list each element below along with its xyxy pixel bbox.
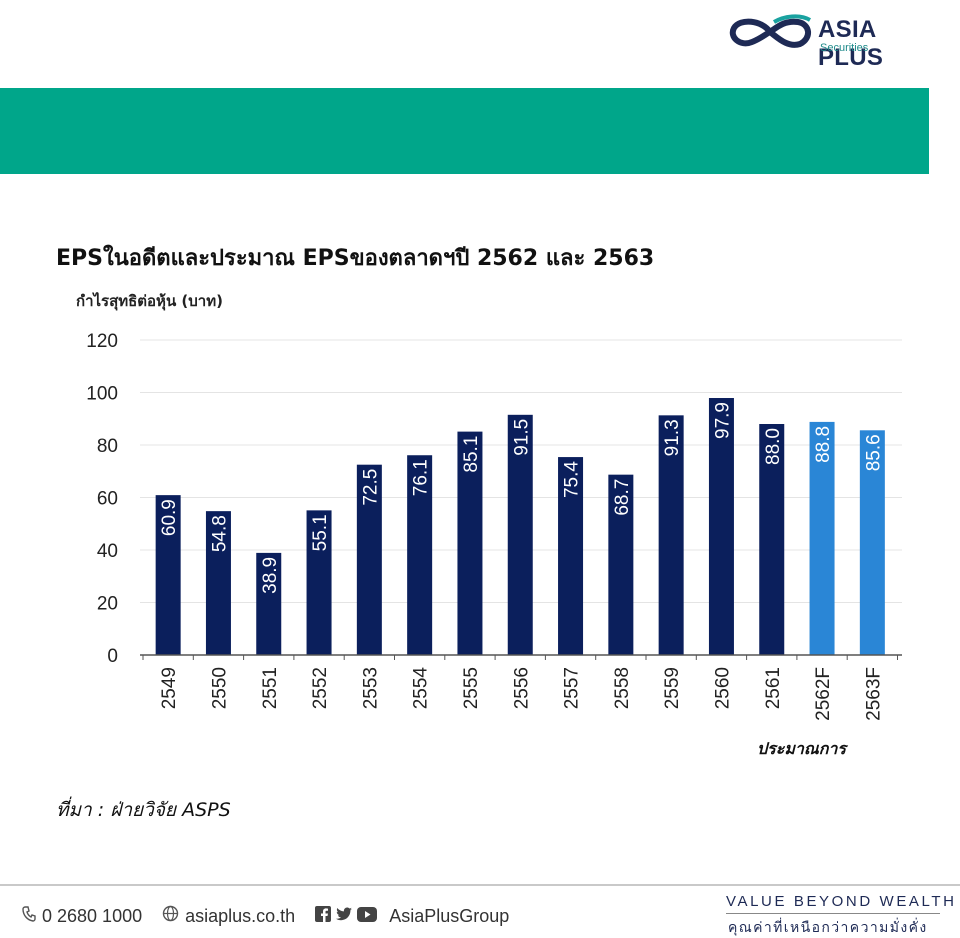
bar-2561: [759, 424, 785, 655]
x-tick-label: 2561: [763, 667, 784, 709]
facebook-icon[interactable]: [315, 905, 332, 927]
x-tick-label: 2558: [612, 667, 633, 709]
x-tick-label: 2556: [511, 667, 532, 709]
data-label: 97.9: [712, 402, 733, 439]
bar-2550: [205, 511, 231, 655]
tagline: VALUE BEYOND WEALTH: [726, 893, 957, 910]
data-label: 68.7: [612, 479, 633, 516]
header-banner: [0, 88, 929, 174]
phone-icon: [22, 905, 36, 927]
bar-2549: [155, 495, 181, 655]
brand-name: ASIA PLUS: [818, 16, 884, 71]
y-tick-label: 0: [107, 646, 118, 667]
bar-2563F: [859, 430, 885, 655]
bar-2560: [708, 398, 734, 655]
x-tick-label: 2562F: [813, 667, 834, 721]
data-label: 88.0: [763, 428, 784, 465]
asiaplus-logo: ASIA PLUS Securities: [726, 12, 946, 71]
bar-2555: [457, 431, 483, 655]
x-tick-label: 2549: [159, 667, 180, 709]
y-tick-label: 120: [86, 331, 118, 352]
data-label: 91.3: [662, 419, 683, 456]
bar-2551: [256, 552, 282, 655]
footer-divider: [0, 884, 960, 886]
data-label: 88.8: [813, 426, 834, 463]
x-tick-label: 2559: [662, 667, 683, 709]
y-tick-label: 80: [97, 436, 118, 457]
footer-phone[interactable]: 0 2680 1000: [22, 906, 142, 927]
x-tick-label: 2550: [209, 667, 230, 709]
y-tick-label: 60: [97, 489, 118, 510]
data-label: 85.1: [461, 436, 482, 473]
data-label: 55.1: [310, 514, 331, 551]
x-tick-label: 2563F: [863, 667, 884, 721]
data-label: 91.5: [511, 419, 532, 456]
data-label: 75.4: [562, 461, 583, 498]
y-tick-label: 20: [97, 594, 118, 615]
bar-2559: [658, 415, 684, 655]
x-tick-label: 2554: [411, 667, 432, 710]
footer-website[interactable]: asiaplus.co.th: [162, 905, 295, 927]
y-tick-label: 40: [97, 541, 118, 562]
forecast-label: ประมาณการ: [757, 739, 846, 758]
tagline-thai: คุณค่าที่เหนือกว่าความมั่งคั่ง: [728, 920, 928, 936]
x-tick-label: 2553: [360, 667, 381, 709]
data-label: 85.6: [863, 434, 884, 471]
twitter-icon[interactable]: [335, 906, 353, 927]
data-label: 60.9: [159, 499, 180, 536]
y-tick-label: 100: [86, 384, 118, 405]
data-label: 38.9: [260, 557, 281, 594]
data-label: 72.5: [360, 469, 381, 506]
phone-number: 0 2680 1000: [42, 905, 143, 926]
y-axis-label: กำไรสุทธิต่อหุ้น (บาท): [76, 292, 223, 310]
footer-contacts: 0 2680 1000 asiaplus.co.th AsiaPlusGroup: [22, 905, 529, 927]
x-tick-label: 2551: [260, 667, 281, 709]
website-link: asiaplus.co.th: [185, 905, 296, 926]
x-tick-label: 2557: [562, 667, 583, 709]
source-note: ที่มา : ฝ่ายวิจัย ASPS: [56, 799, 231, 821]
footer-social[interactable]: AsiaPlusGroup: [315, 905, 510, 927]
social-handle: AsiaPlusGroup: [389, 905, 510, 926]
x-tick-label: 2552: [310, 667, 331, 709]
data-label: 76.1: [411, 459, 432, 496]
x-tick-label: 2555: [461, 667, 482, 709]
bar-2558: [608, 474, 634, 655]
bar-2552: [306, 510, 332, 655]
data-label: 54.8: [209, 515, 230, 552]
globe-icon: [162, 905, 179, 927]
eps-bar-chart: 0 20 40 60 80 100 120 60.9 2549 54.8 2550 38.9 2551 5…: [86, 331, 902, 721]
bar-2554: [407, 455, 433, 655]
bar-2553: [356, 464, 382, 655]
youtube-icon[interactable]: [357, 906, 378, 927]
bar-2562F: [809, 421, 835, 655]
brand-sub: Securities: [820, 42, 869, 54]
bar-2556: [507, 414, 533, 655]
x-tick-label: 2560: [712, 667, 733, 709]
tagline-divider: [726, 913, 940, 914]
infinity-logo-icon: [729, 14, 812, 48]
bar-2557: [558, 457, 584, 655]
chart-title: EPSในอดีตและประมาณ EPSของตลาดฯปี 2562 แล…: [56, 246, 655, 271]
